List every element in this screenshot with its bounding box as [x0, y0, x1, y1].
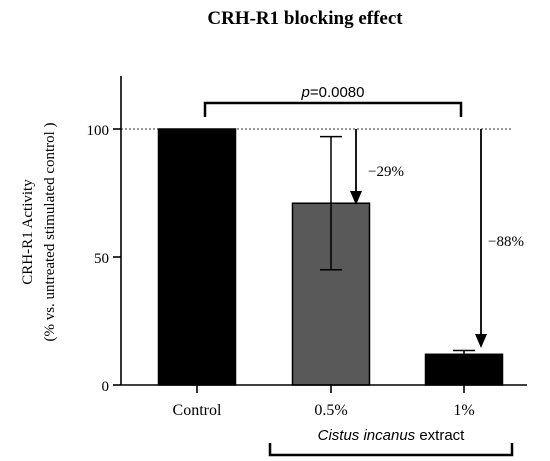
arrow-29-head — [350, 191, 362, 205]
x-tick-label-0.5%: 0.5% — [314, 402, 347, 419]
y-tick-label-100: 100 — [87, 123, 110, 139]
group-label: Cistus incanus extract — [318, 427, 466, 444]
y-axis-label-line2: (% vs. untreated stimulated control ) — [42, 122, 58, 341]
y-tick-label-0: 0 — [102, 379, 110, 395]
group-bracket — [268, 443, 514, 457]
significance-bracket — [203, 101, 463, 117]
p-value-label: p=0.0080 — [301, 84, 365, 101]
y-tick-label-50: 50 — [94, 251, 109, 267]
plot-area: 0 50 100 Control 0.5% 1% — [87, 123, 513, 419]
drop-05-label: −29% — [368, 164, 404, 180]
chart-title: CRH-R1 blocking effect — [207, 8, 403, 29]
arrow-88-head — [475, 334, 487, 348]
drop-1-label: −88% — [488, 234, 524, 250]
y-axis-label-line1: CRH-R1 Activity — [20, 179, 36, 285]
x-tick-label-Control: Control — [173, 402, 222, 419]
bar-1% — [424, 353, 504, 386]
bar-Control — [157, 128, 237, 386]
x-tick-label-1%: 1% — [453, 402, 474, 419]
